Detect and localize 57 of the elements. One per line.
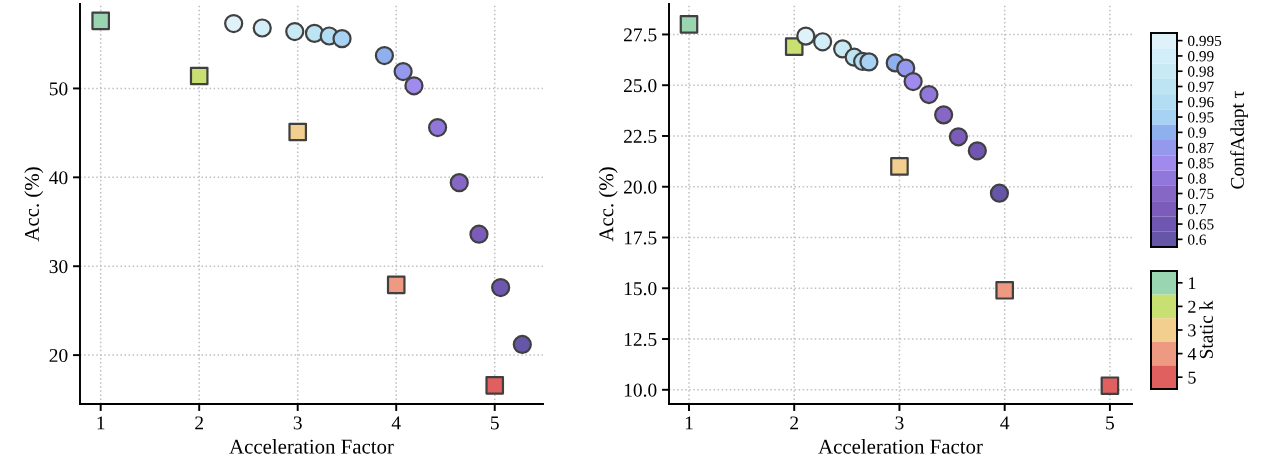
- x-tick-label: 1: [685, 416, 693, 430]
- category-label: 0.96: [1188, 96, 1214, 108]
- point: [386, 275, 406, 295]
- category-label: 0.85: [1188, 158, 1214, 169]
- category-label: 0.65: [1188, 219, 1214, 230]
- y-tick-label: 50: [49, 82, 68, 96]
- category-label: 2: [1188, 300, 1196, 313]
- y-tick-label: 17.5: [624, 231, 657, 245]
- point: [679, 14, 699, 34]
- y-tick-label: 30: [49, 260, 68, 274]
- point: [995, 280, 1014, 300]
- y-tick-label: 20: [49, 348, 68, 363]
- y-tick-label: 22.5: [624, 129, 657, 143]
- category-label: 0.9: [1188, 127, 1206, 138]
- x-tick-label: 2: [790, 416, 799, 430]
- point: [784, 37, 804, 56]
- x-axis-title: Acceleration Factor: [818, 438, 983, 454]
- y-axis-title: Acc. (%): [598, 167, 618, 242]
- category-label: 3: [1188, 324, 1196, 337]
- y-tick-label: 25.0: [624, 79, 657, 93]
- point: [485, 376, 505, 395]
- category-label: 0.98: [1188, 66, 1214, 77]
- y-tick-label: 27.5: [624, 28, 657, 42]
- y-tick-label: 12.5: [624, 332, 657, 347]
- y-tick-label: 10.0: [624, 383, 657, 397]
- y-tick-label: 15.0: [624, 282, 657, 296]
- category-label: 0.95: [1188, 112, 1214, 123]
- x-tick-label: 4: [391, 416, 401, 430]
- category-label: 0.8: [1188, 173, 1206, 184]
- category-label: 0.97: [1188, 81, 1214, 93]
- y-axis-title: Acc. (%): [24, 167, 44, 242]
- text: ConfAdapt τ: [1230, 90, 1248, 189]
- x-tick-label: 3: [895, 416, 904, 430]
- category-label: 5: [1188, 371, 1196, 384]
- category-label: 0.995: [1188, 35, 1222, 47]
- point: [288, 122, 308, 142]
- y-tick-label: 20.0: [624, 180, 657, 194]
- category-label: 0.6: [1188, 234, 1207, 245]
- x-tick-label: 5: [1106, 416, 1114, 430]
- x-tick-label: 4: [1000, 416, 1010, 430]
- text: Static k: [1199, 300, 1213, 359]
- y-tick-label: 40: [49, 171, 68, 185]
- category-label: 0.7: [1188, 203, 1207, 215]
- x-tick-label: 2: [195, 416, 203, 430]
- point: [91, 11, 111, 31]
- x-axis-title: Acceleration Factor: [229, 438, 394, 454]
- x-tick-label: 1: [97, 416, 105, 430]
- point: [189, 66, 209, 86]
- x-tick-label: 5: [491, 416, 499, 430]
- x-tick-label: 3: [293, 416, 302, 430]
- category-label: 1: [1189, 277, 1196, 290]
- category-label: 0.75: [1188, 188, 1214, 200]
- point: [890, 157, 909, 176]
- point: [1100, 376, 1120, 396]
- category-label: 0.87: [1188, 142, 1214, 154]
- category-label: 4: [1187, 347, 1197, 360]
- category-label: 0.99: [1188, 51, 1214, 62]
